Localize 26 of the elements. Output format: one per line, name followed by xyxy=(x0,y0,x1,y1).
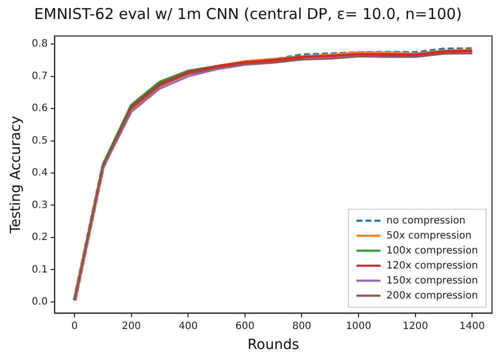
x-tick-label: 800 xyxy=(292,320,312,332)
x-tick-label: 600 xyxy=(235,320,255,332)
y-tick-label: 0.1 xyxy=(32,264,48,276)
y-tick-label: 0.0 xyxy=(32,296,48,308)
y-tick-label: 0.2 xyxy=(32,232,48,244)
y-tick-label: 0.5 xyxy=(32,135,48,146)
y-tick-label: 0.3 xyxy=(32,200,48,211)
x-tick-label: 1400 xyxy=(459,320,485,332)
legend-label: 100x compression xyxy=(386,245,478,256)
legend-label: 50x compression xyxy=(386,230,472,242)
y-axis-title: Testing Accuracy xyxy=(8,116,24,234)
legend-label: 200x compression xyxy=(386,290,478,302)
legend-label: 120x compression xyxy=(386,260,478,272)
legend-label: 150x compression xyxy=(386,275,478,286)
x-tick-label: 0 xyxy=(71,320,78,332)
x-tick-label: 1000 xyxy=(346,320,372,332)
x-tick-label: 200 xyxy=(122,320,141,332)
y-tick-label: 0.8 xyxy=(32,38,48,50)
y-tick-label: 0.4 xyxy=(32,168,48,179)
legend-label: no compression xyxy=(386,215,466,226)
y-tick-label: 0.6 xyxy=(32,103,48,114)
chart-title: EMNIST-62 eval w/ 1m CNN (central DP, ε= 10.0, n=100) xyxy=(34,4,462,23)
x-tick-label: 400 xyxy=(178,320,198,332)
x-axis-title: Rounds xyxy=(248,337,300,354)
y-tick-label: 0.7 xyxy=(32,70,48,82)
x-tick-label: 1200 xyxy=(402,320,428,332)
